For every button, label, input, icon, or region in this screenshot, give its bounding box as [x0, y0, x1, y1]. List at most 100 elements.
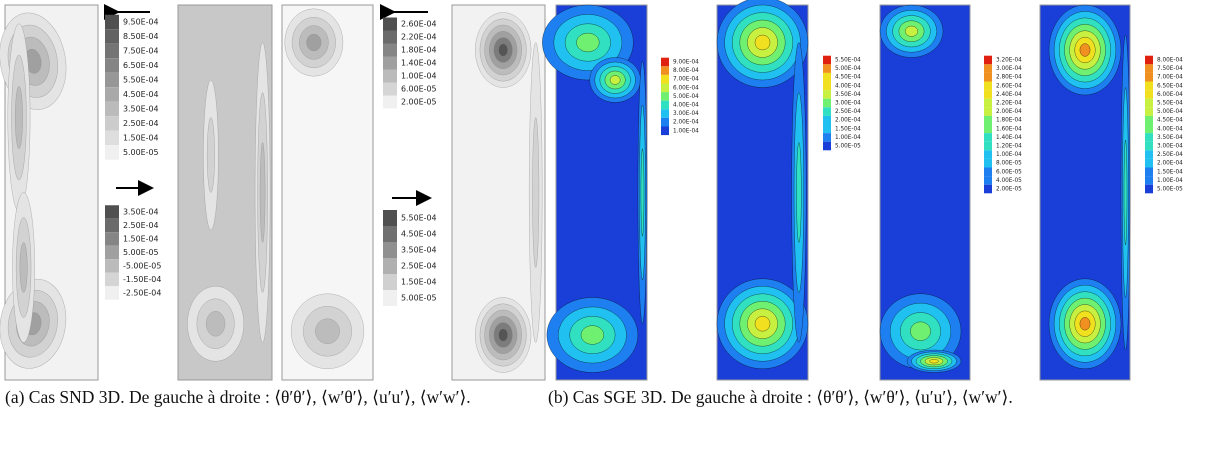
- colorbar-swatch: [1145, 124, 1153, 134]
- colorbar-swatch: [661, 109, 669, 118]
- colorbar-swatch: [823, 141, 831, 151]
- colorbar-label: 1.80E-04: [996, 118, 1022, 124]
- colorbar-swatch: [105, 87, 119, 102]
- colorbar-swatch: [383, 242, 397, 258]
- contour: [609, 75, 621, 85]
- contour: [19, 242, 28, 293]
- colorbar-label: 5.00E-05: [123, 248, 159, 257]
- colorbar-label: 1.00E-04: [401, 72, 437, 81]
- contour: [205, 311, 226, 337]
- colorbar-label: 6.00E-04: [673, 85, 699, 91]
- colorbar-label: -2.50E-04: [123, 289, 161, 298]
- colorbar-swatch: [105, 43, 119, 59]
- colorbar-label: 2.40E-04: [996, 92, 1022, 98]
- contour: [754, 34, 771, 51]
- colorbar-swatch: [823, 98, 831, 108]
- colorbar-label: 4.00E-04: [673, 103, 699, 109]
- colorbar-swatch: [383, 274, 397, 290]
- colorbar-swatch: [105, 232, 119, 246]
- colorbar-swatch: [105, 286, 119, 300]
- colorbar-label: 1.00E-04: [996, 152, 1022, 158]
- colorbar-label: 5.00E-05: [1157, 187, 1183, 193]
- contour: [14, 86, 23, 149]
- colorbar-swatch: [383, 43, 397, 57]
- colorbar-label: 4.50E-04: [123, 90, 159, 99]
- colorbar-label: -1.50E-04: [123, 275, 161, 284]
- colorbar-label: 3.50E-04: [401, 246, 437, 255]
- colorbar-label: 8.00E-05: [996, 161, 1022, 167]
- contour: [1123, 139, 1128, 246]
- colorbar-swatch: [383, 210, 397, 226]
- colorbar-swatch: [984, 98, 992, 108]
- contour: [315, 318, 340, 344]
- colorbar-label: 1.00E-04: [1157, 178, 1183, 184]
- colorbar-label: 8.00E-04: [1157, 58, 1183, 64]
- colorbar-label: 1.50E-04: [835, 126, 861, 132]
- colorbar-swatch: [383, 17, 397, 31]
- contour: [498, 43, 509, 57]
- colorbar-label: 5.50E-04: [401, 214, 437, 223]
- colorbar-swatch: [383, 258, 397, 274]
- colorbar-label: 8.50E-04: [123, 32, 159, 41]
- colorbar-label: 4.50E-04: [1157, 118, 1183, 124]
- colorbar-label: 6.00E-05: [401, 85, 437, 94]
- colorbar-label: 2.50E-04: [123, 221, 159, 230]
- colorbar-label: 6.00E-04: [1157, 92, 1183, 98]
- colorbar-swatch: [823, 115, 831, 125]
- colorbar-label: 9.50E-04: [123, 18, 159, 27]
- colorbar-label: 6.50E-04: [123, 61, 159, 70]
- contour: [1079, 317, 1091, 331]
- colorbar-label: 1.00E-04: [673, 128, 699, 134]
- colorbar-label: 5.50E-04: [123, 76, 159, 85]
- colorbar-swatch: [1145, 184, 1153, 194]
- colorbar-swatch: [1145, 81, 1153, 91]
- contour: [640, 148, 645, 237]
- contour: [754, 316, 771, 332]
- colorbar-label: 5.00E-05: [123, 148, 159, 157]
- colorbar-swatch: [105, 145, 119, 160]
- colorbar-swatch: [984, 184, 992, 194]
- colorbar-swatch: [984, 107, 992, 116]
- contour: [929, 359, 939, 364]
- colorbar-swatch: [984, 150, 992, 159]
- colorbar-swatch: [105, 116, 119, 131]
- colorbar-label: 1.50E-04: [123, 134, 159, 143]
- colorbar-label: 2.50E-04: [1157, 152, 1183, 158]
- colorbar-label: 2.00E-05: [996, 187, 1022, 193]
- colorbar-label: 2.80E-04: [996, 75, 1022, 81]
- colorbar-label: 8.00E-04: [673, 68, 699, 74]
- colorbar-label: 2.50E-04: [401, 262, 437, 271]
- colorbar-swatch: [1145, 64, 1153, 73]
- colorbar-label: 4.00E-05: [996, 178, 1022, 184]
- colorbar-label: 3.00E-04: [835, 101, 861, 107]
- colorbar-swatch: [1145, 90, 1153, 99]
- colorbar-label: 2.50E-04: [123, 119, 159, 128]
- colorbar-swatch: [661, 57, 669, 67]
- contour: [910, 321, 931, 341]
- colorbar-label: 4.00E-04: [1157, 126, 1183, 132]
- colorbar-swatch: [984, 176, 992, 185]
- colorbar-label: 6.50E-04: [1157, 83, 1183, 89]
- colorbar-label: 1.50E-04: [401, 278, 437, 287]
- colorbar-label: 5.00E-04: [673, 94, 699, 100]
- colorbar-label: 2.00E-04: [996, 109, 1022, 115]
- colorbar-swatch: [661, 126, 669, 136]
- colorbar-swatch: [984, 64, 992, 73]
- colorbar-swatch: [105, 101, 119, 117]
- colorbar-swatch: [1145, 115, 1153, 125]
- colorbar-swatch: [984, 124, 992, 134]
- colorbar-swatch: [823, 64, 831, 73]
- colorbar-swatch: [105, 14, 119, 30]
- colorbar-swatch: [383, 69, 397, 83]
- colorbar-label: 2.20E-04: [996, 101, 1022, 107]
- colorbar-swatch: [383, 30, 397, 44]
- colorbar-label: 3.50E-04: [835, 92, 861, 98]
- contour: [306, 33, 322, 52]
- colorbar-label: 1.50E-04: [123, 235, 159, 244]
- contour: [904, 25, 919, 37]
- colorbar-swatch: [105, 259, 119, 273]
- colorbar-swatch: [661, 92, 669, 101]
- colorbar-swatch: [1145, 150, 1153, 159]
- colorbar-swatch: [984, 158, 992, 168]
